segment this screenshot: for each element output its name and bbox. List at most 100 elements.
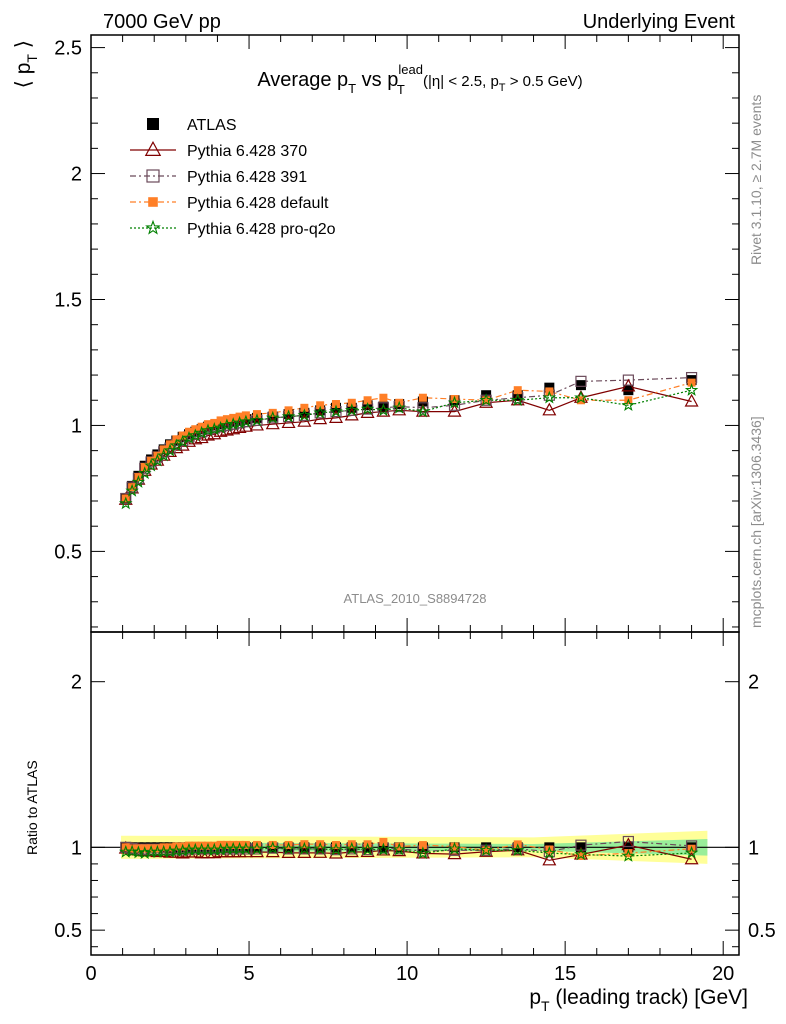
data-point-marker [146, 169, 160, 183]
data-point-marker [542, 390, 557, 404]
data-point-marker [510, 392, 525, 406]
data-point-marker [144, 140, 162, 156]
data-point-marker [147, 844, 156, 853]
data-point-marker [131, 474, 146, 488]
y-tick-label: 2.5 [54, 38, 82, 60]
ratio-tick-label: 0.5 [54, 920, 82, 942]
data-point-marker [239, 841, 253, 855]
data-point-marker [344, 841, 359, 855]
ratio-tick-label-right: 1 [748, 837, 759, 859]
data-point-marker [684, 393, 699, 407]
data-point-marker [175, 843, 190, 857]
data-point-marker [297, 408, 312, 422]
data-point-marker [416, 404, 430, 418]
data-point-marker [623, 842, 634, 853]
mcplots-label: mcplots.cern.ch [arXiv:1306.3436] [748, 416, 764, 628]
data-point-marker [576, 851, 585, 860]
series-line-main [125, 385, 692, 501]
data-point-marker [137, 846, 152, 860]
data-point-marker [363, 396, 372, 405]
data-point-marker [418, 393, 427, 402]
data-point-marker [624, 849, 633, 858]
x-tick-label: 20 [712, 963, 734, 985]
data-point-marker [378, 401, 389, 412]
header-right: Underlying Event [583, 11, 736, 33]
data-point-marker [684, 851, 699, 865]
legend-label: Pythia 6.428 default [187, 195, 329, 212]
data-point-marker [347, 398, 356, 407]
data-point-marker [376, 842, 391, 856]
data-point-marker [510, 843, 525, 857]
ratio-plot-frame [90, 631, 740, 956]
data-point-marker [360, 844, 375, 858]
data-point-marker [418, 841, 427, 850]
data-point-marker [510, 842, 525, 856]
data-point-marker [313, 405, 327, 419]
ratio-tick-label-right: 2 [748, 672, 759, 694]
data-point-marker [360, 401, 375, 415]
data-point-marker [265, 410, 280, 424]
data-point-marker [621, 849, 636, 862]
data-point-marker [118, 496, 133, 510]
data-point-marker [315, 405, 326, 416]
data-point-marker [395, 842, 404, 851]
data-point-marker [684, 383, 699, 396]
data-point-marker [415, 845, 430, 859]
data-point-marker [213, 842, 228, 856]
data-point-marker [379, 837, 388, 846]
data-point-marker [299, 407, 310, 418]
data-point-marker [379, 393, 388, 402]
data-point-marker [482, 846, 491, 855]
data-point-marker [188, 844, 203, 858]
data-point-marker [268, 840, 277, 849]
x-tick-label: 15 [554, 963, 576, 985]
data-point-marker [232, 415, 247, 429]
data-point-marker [687, 378, 696, 387]
data-point-marker [281, 409, 296, 423]
x-tick-label: 10 [396, 963, 418, 985]
tick-labels: 0 5 10 15 20 0.5 1 1.5 2 2.5 0.5 0.5 1 1 2 2 [54, 38, 776, 985]
data-point-marker [220, 418, 234, 432]
data-point-marker [344, 403, 359, 417]
data-point-marker [545, 845, 554, 854]
data-point-marker [265, 840, 280, 854]
data-point-marker [297, 841, 312, 855]
data-point-marker [621, 398, 636, 412]
data-point-marker [201, 423, 215, 437]
legend-label: Pythia 6.428 pro-q2o [187, 221, 336, 238]
data-point-marker [542, 852, 557, 866]
x-tick-label: 0 [85, 963, 96, 985]
header-left: 7000 GeV pp [103, 11, 221, 33]
data-point-marker [574, 390, 588, 404]
data-point-marker [360, 842, 375, 856]
series-lines [125, 376, 692, 861]
data-point-marker [513, 386, 522, 395]
series-markers [118, 371, 699, 866]
data-point-marker [447, 395, 462, 409]
data-point-marker [250, 413, 264, 427]
data-point-marker [128, 483, 137, 492]
data-point-marker [416, 846, 430, 860]
data-point-marker [329, 842, 343, 856]
data-point-marker [575, 375, 587, 387]
data-point-marker [281, 841, 296, 855]
data-point-marker [622, 374, 634, 386]
data-point-marker [329, 404, 343, 418]
data-point-marker [376, 403, 391, 417]
data-point-marker [684, 845, 699, 859]
x-tick-label: 5 [243, 963, 254, 985]
watermark: ATLAS_2010_S8894728 [344, 591, 487, 606]
data-point-marker [392, 400, 406, 414]
ratio-tick-label: 1 [71, 837, 82, 859]
data-point-marker [313, 841, 327, 855]
ratio-y-axis-label: Ratio to ATLAS [24, 760, 40, 855]
data-point-marker [417, 402, 429, 414]
y-tick-label: 0.5 [54, 541, 82, 563]
legend: ATLAS Pythia 6.428 370 Pythia 6.428 391 Pyt… [130, 117, 336, 238]
data-point-marker [392, 402, 407, 416]
data-point-marker [447, 841, 462, 855]
data-point-marker [510, 393, 525, 407]
legend-label: ATLAS [187, 117, 237, 134]
data-point-marker [125, 844, 139, 858]
